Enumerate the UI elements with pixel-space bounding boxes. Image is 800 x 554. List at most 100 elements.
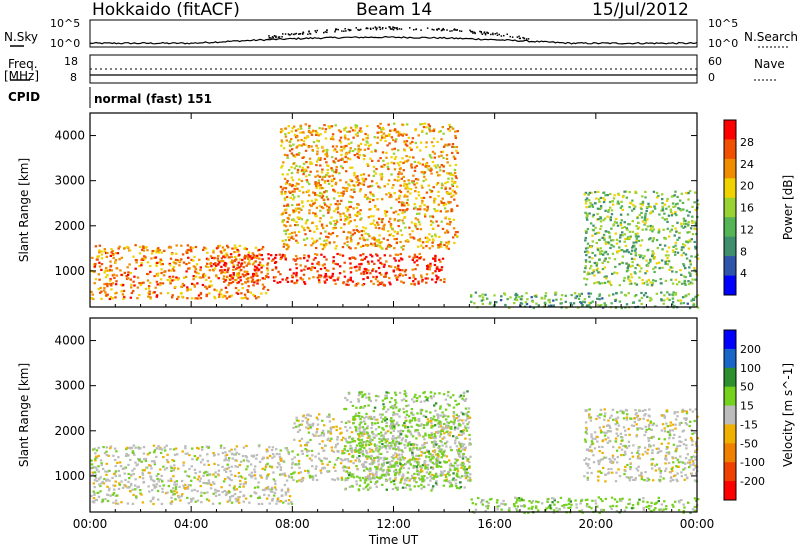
data-cell [357,147,360,150]
nsearch-point [471,30,474,33]
data-cell [384,134,388,138]
data-cell [367,404,370,407]
data-cell [417,191,420,194]
data-cell [426,208,429,211]
data-cell [290,138,293,141]
data-cell [434,233,437,236]
data-cell [219,250,222,253]
data-cell [92,263,96,266]
nsearch-point [334,31,336,33]
data-cell [224,279,227,282]
data-cell [189,484,192,487]
data-cell [336,457,340,460]
data-cell [667,254,670,257]
data-cell [289,144,293,148]
data-cell [386,450,389,453]
data-cell [157,272,160,275]
data-cell [307,130,311,133]
data-cell [221,271,224,274]
data-cell [139,245,142,248]
data-cell [216,257,219,260]
data-cell [386,430,390,433]
data-cell [98,251,101,254]
data-cell [319,232,323,235]
data-cell [300,208,303,211]
data-cell [410,450,414,453]
data-cell [306,218,309,222]
data-cell [295,480,299,483]
data-cell [300,437,304,440]
nsearch-point [496,34,499,36]
data-cell [620,291,623,294]
data-cell [404,160,407,163]
data-cell [298,466,301,469]
nsearch-point [295,32,298,35]
data-cell [234,465,237,468]
data-cell [395,463,398,466]
data-cell [356,414,360,417]
data-cell [247,460,250,463]
data-cell [224,457,227,460]
data-cell [408,459,411,462]
data-cell [656,246,659,250]
data-cell [419,123,422,126]
data-cell [230,282,233,285]
data-cell [597,231,601,234]
data-cell [298,165,301,168]
data-cell [580,302,583,305]
data-cell [405,395,408,398]
data-cell [302,143,305,146]
data-cell [214,488,217,491]
data-cell [618,240,622,243]
data-cell [686,302,689,305]
data-cell [344,421,348,424]
data-cell [589,306,592,309]
data-cell [349,267,352,270]
data-cell [301,419,304,423]
data-cell [153,275,156,278]
data-cell [421,129,424,132]
data-cell [281,188,284,191]
data-cell [295,221,298,224]
data-cell [655,202,658,205]
data-cell [228,498,232,501]
data-cell [606,253,609,256]
data-cell [577,306,580,309]
data-cell [374,244,377,247]
data-cell [389,265,393,268]
data-cell [634,249,637,252]
data-cell [454,136,457,140]
data-cell [650,227,653,230]
data-cell [457,424,460,427]
data-cell [297,425,300,428]
data-cell [199,297,203,300]
data-cell [393,128,397,131]
nsearch-point [415,28,417,31]
data-cell [696,253,699,256]
data-cell [354,176,358,179]
data-cell [186,496,189,499]
data-cell [410,180,414,183]
data-cell [441,197,444,200]
data-cell [404,226,407,229]
data-cell [677,207,680,210]
data-cell [330,426,333,429]
data-cell [105,266,108,270]
data-cell [286,487,290,490]
data-cell [109,447,112,450]
data-cell [401,424,405,427]
data-cell [322,214,325,217]
data-cell [649,224,652,228]
data-cell [411,230,414,233]
data-cell [295,419,299,422]
data-cell [315,183,318,186]
data-cell [155,295,158,298]
data-cell [601,268,605,271]
data-cell [215,274,218,277]
data-cell [139,447,142,450]
data-cell [422,172,426,175]
data-cell [317,452,320,455]
data-cell [420,475,424,478]
data-cell [280,166,283,169]
data-cell [307,254,310,257]
